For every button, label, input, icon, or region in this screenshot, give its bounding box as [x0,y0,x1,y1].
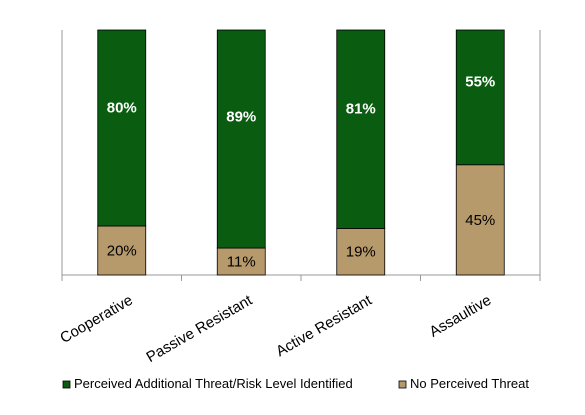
category-label: Cooperative [57,292,136,347]
bar-segment-no-threat-4 [455,164,505,276]
legend-label: Perceived Additional Threat/Risk Level I… [74,376,353,391]
data-label: 19% [346,244,376,261]
legend-label: No Perceived Threat [410,376,529,391]
bar-segment-threat-4 [455,29,505,166]
data-label: 80% [107,99,137,116]
legend-swatch [398,380,407,389]
legend: Perceived Additional Threat/Risk Level I… [62,376,529,391]
bar-segment-no-threat-3 [336,228,386,276]
data-label: 81% [346,100,376,117]
data-label: 11% [227,254,256,271]
bar-segment-no-threat-2 [216,247,266,276]
category-label: Active Resistant [273,291,375,360]
bar-segment-threat-1 [97,29,147,227]
category-label: Assaultive [427,292,495,341]
bar-segment-threat-3 [336,29,386,229]
data-label: 20% [107,243,137,260]
data-label: 55% [465,74,495,91]
bar-value-labels: 20% 80% 11% 89% 19% 81% 45% 55% [107,74,496,271]
legend-swatch [62,380,71,389]
data-label: 45% [465,212,495,229]
bar-segment-no-threat-1 [97,225,147,276]
category-label: Passive Resistant [144,291,256,366]
bars [97,29,505,276]
data-label: 89% [226,109,256,126]
category-labels: Cooperative Passive Resistant Active Resis… [57,291,494,366]
bar-segment-threat-2 [216,29,266,249]
